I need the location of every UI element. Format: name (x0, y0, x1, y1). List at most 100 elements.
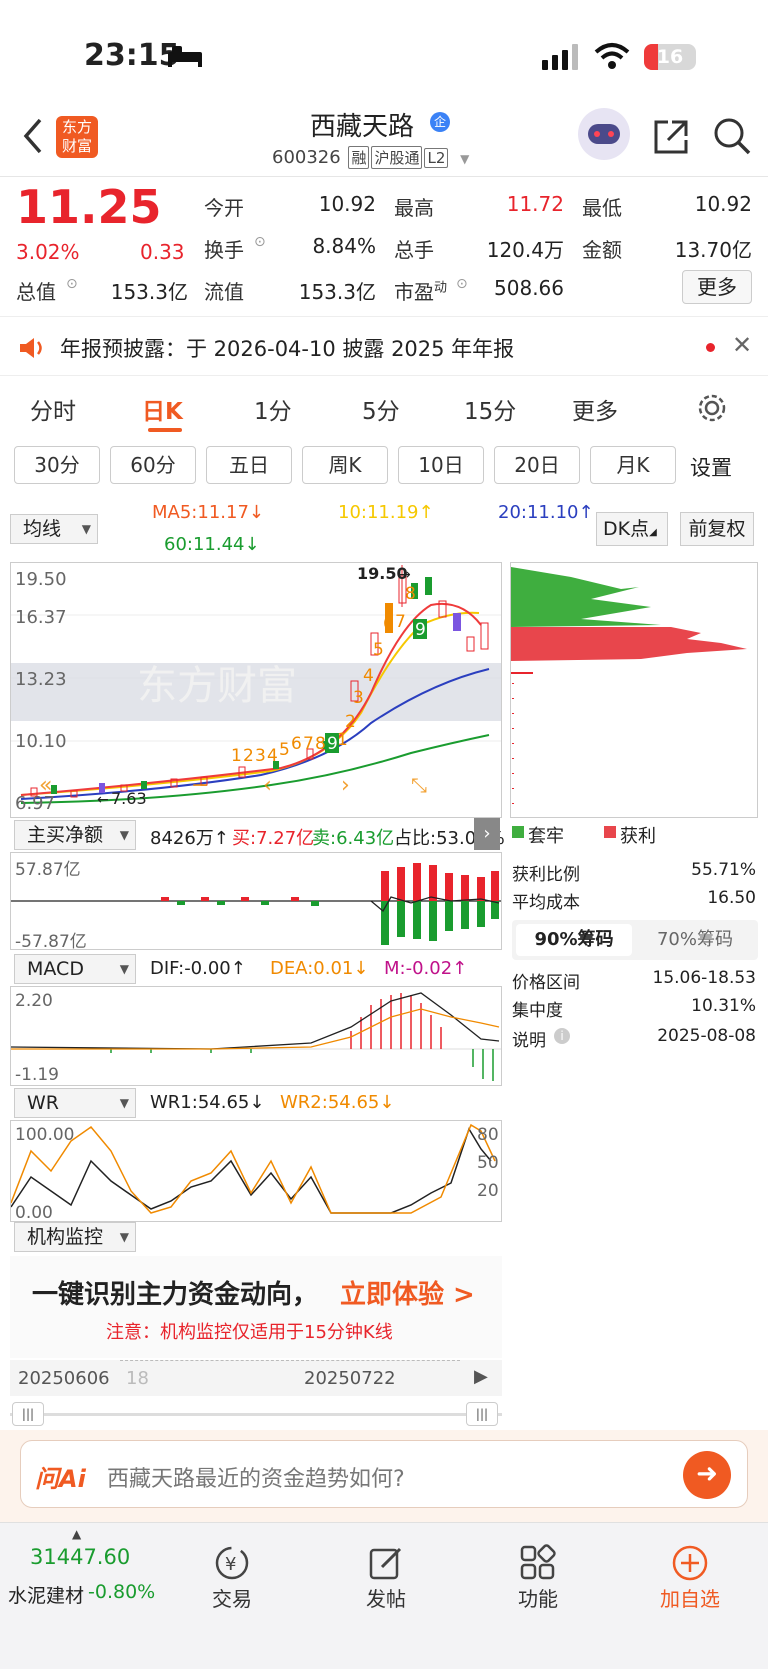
inst-select[interactable]: 机构监控 ▼ (14, 1222, 136, 1252)
pe-value: 508.66 (494, 276, 564, 300)
wr-chart[interactable]: 100.00 0.00 80 50 20 (10, 1120, 502, 1223)
note-info-icon[interactable]: i (554, 1028, 570, 1044)
scroll-right-icon[interactable]: › (341, 773, 350, 798)
signal-icon (542, 44, 578, 70)
chip-tab-90[interactable]: 90%筹码 (516, 924, 632, 956)
chevron-down-icon[interactable]: ▼ (460, 152, 470, 166)
timeline-bar[interactable]: 20250606 18 20250722 ▶ (10, 1360, 502, 1396)
notice-bar[interactable]: 年报预披露：于 2026-04-10 披露 2025 年年报 ✕ (0, 316, 768, 376)
high-label: 最高 (394, 196, 434, 220)
tab-indicator (148, 428, 182, 432)
fullscreen-icon[interactable]: ⤡ (411, 773, 427, 797)
adjust-select[interactable]: 前复权 (680, 512, 754, 546)
period-60min[interactable]: 60分 (110, 446, 196, 484)
period-10day[interactable]: 10日 (398, 446, 484, 484)
macd-chart[interactable]: 2.20 -1.19 (10, 986, 502, 1086)
svg-text:8: 8 (315, 734, 326, 754)
flow-select[interactable]: 主买净额 ▼ (14, 820, 136, 850)
status-bar: 23:15 16 (0, 0, 768, 100)
stock-code-line: 600326 融沪股通 L2 ▼ (272, 146, 469, 169)
period-month[interactable]: 月K (590, 446, 676, 484)
play-icon[interactable]: ▶ (474, 1366, 488, 1387)
nav-function[interactable]: 功能 (518, 1587, 558, 1611)
mktcap-label: 总值 (16, 280, 56, 304)
turnover-value: 8.84% (312, 234, 376, 258)
flow-chart[interactable]: 57.87亿 -57.87亿 (10, 852, 502, 952)
period-20day[interactable]: 20日 (494, 446, 580, 484)
svg-text:7: 7 (303, 734, 314, 754)
macd-dea: DEA:0.01↓ (270, 958, 369, 979)
index-name[interactable]: 水泥建材 (8, 1585, 85, 1607)
rewind-icon[interactable]: « (39, 773, 53, 798)
function-grid-icon[interactable] (518, 1543, 558, 1583)
add-watchlist-icon[interactable] (670, 1543, 710, 1583)
scroll-left-icon[interactable]: ‹ (263, 773, 272, 798)
inst-cta-button[interactable]: 立即体验 > (340, 1280, 475, 1310)
svg-text:9: 9 (415, 620, 426, 640)
gear-icon[interactable] (696, 392, 728, 424)
high-mark: 19.50 (357, 564, 408, 583)
zoom-out-icon[interactable]: − (191, 773, 210, 798)
chip-tab-70[interactable]: 70%筹码 (656, 929, 733, 950)
notice-text: 年报预披露：于 2026-04-10 披露 2025 年年报 (60, 337, 515, 361)
wr-select[interactable]: WR ▼ (14, 1088, 136, 1118)
index-value[interactable]: 31447.60 (30, 1545, 131, 1569)
ai-robot-avatar-icon[interactable] (578, 108, 630, 160)
search-icon[interactable] (712, 116, 752, 156)
nav-trade[interactable]: 交易 (212, 1587, 252, 1611)
tab-daily-k[interactable]: 日K (142, 399, 183, 425)
slider-handle-right[interactable]: ||| (466, 1402, 498, 1426)
chip-value-cost: 16.50 (707, 888, 756, 908)
macd-select[interactable]: MACD ▼ (14, 954, 136, 984)
unread-dot (706, 343, 715, 352)
chip-label-profit: 获利比例 (512, 865, 580, 885)
nav-add-watchlist[interactable]: 加自选 (660, 1587, 720, 1611)
info-icon[interactable]: ⊙ (66, 276, 78, 292)
kline-svg: 东方财富 (11, 564, 501, 808)
enterprise-badge-icon: 企 (430, 112, 450, 132)
ma-select[interactable]: 均线 ▼ (10, 514, 98, 544)
share-icon[interactable] (652, 118, 690, 156)
range-slider[interactable]: ||| ||| (10, 1402, 502, 1426)
macd-dif: DIF:-0.00↑ (150, 958, 246, 979)
dk-select[interactable]: DK点◢ (596, 512, 668, 546)
period-settings[interactable]: 设置 (690, 456, 732, 480)
caret-up-icon: ▲ (72, 1527, 82, 1541)
tab-5min[interactable]: 5分 (362, 399, 400, 425)
chip-label-range: 价格区间 (512, 973, 580, 993)
expand-icon[interactable]: › (474, 818, 500, 850)
nav-post[interactable]: 发帖 (366, 1587, 406, 1611)
svg-text:1: 1 (337, 730, 348, 750)
back-icon[interactable] (22, 118, 44, 154)
turnover-label: 换手 (204, 238, 244, 262)
trade-yuan-icon[interactable]: ¥ (212, 1543, 252, 1583)
inst-note: 注意：机构监控仅适用于15分钟K线 (106, 1322, 393, 1343)
slider-handle-left[interactable]: ||| (12, 1402, 44, 1426)
pe-info-icon[interactable]: ⊙ (456, 276, 468, 292)
post-edit-icon[interactable] (366, 1543, 406, 1583)
chip-tabs: 90%筹码 70%筹码 (512, 920, 758, 960)
bed-icon (168, 46, 202, 67)
period-5day[interactable]: 五日 (206, 446, 292, 484)
ai-input[interactable]: 问Ai 西藏天路最近的资金趋势如何? ➜ (20, 1440, 748, 1508)
tab-15min[interactable]: 15分 (464, 399, 517, 425)
float-label: 流值 (204, 280, 244, 304)
svg-text:¥: ¥ (225, 1554, 236, 1575)
close-icon[interactable]: ✕ (732, 331, 753, 359)
ai-send-arrow-icon[interactable]: ➜ (683, 1451, 731, 1499)
tab-1min[interactable]: 1分 (254, 399, 292, 425)
kline-chart[interactable]: 东方财富 (10, 562, 502, 818)
tab-intraday[interactable]: 分时 (30, 399, 76, 425)
flow-min: -57.87亿 (15, 932, 87, 952)
more-button[interactable]: 更多 (682, 270, 752, 304)
chip-value-range: 15.06-18.53 (652, 968, 756, 988)
turnover-info-icon[interactable]: ⊙ (254, 234, 266, 250)
period-30min[interactable]: 30分 (14, 446, 100, 484)
period-week[interactable]: 周K (302, 446, 388, 484)
ma10-value: 10:11.19↑ (338, 502, 434, 523)
inst-promo-card[interactable]: 一键识别主力资金动向， 立即体验 > 注意：机构监控仅适用于15分钟K线 (10, 1256, 502, 1358)
watermark: 东方财富 (137, 663, 297, 709)
chip-distribution-chart[interactable] (510, 562, 758, 818)
tab-more[interactable]: 更多 (572, 399, 618, 425)
change-amount: 0.33 (140, 240, 185, 264)
